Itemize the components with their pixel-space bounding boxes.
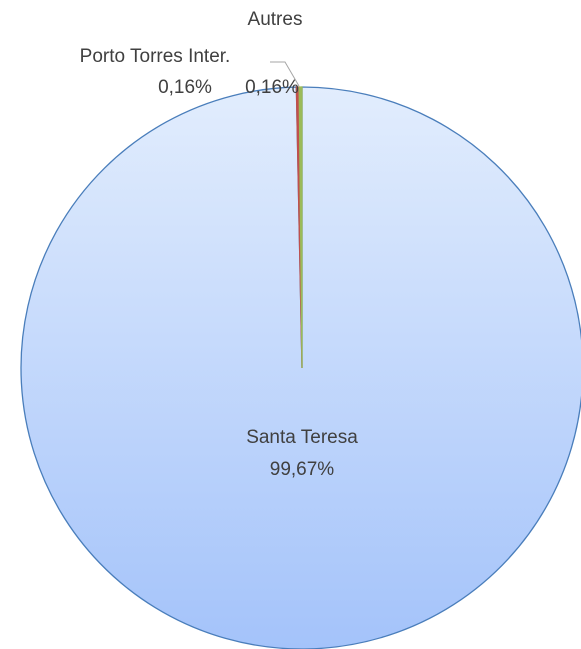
- leader-line: [270, 61, 300, 87]
- slice-label-name: Autres: [248, 9, 303, 30]
- slice-label-value: 0,16%: [245, 77, 299, 98]
- pie-slice: [298, 86, 303, 369]
- slice-label-name: Porto Torres Inter.: [80, 46, 231, 67]
- slice-label-value: 0,16%: [158, 77, 212, 98]
- slice-label-value: 99,67%: [270, 459, 335, 480]
- slice-label-name: Santa Teresa: [246, 427, 358, 448]
